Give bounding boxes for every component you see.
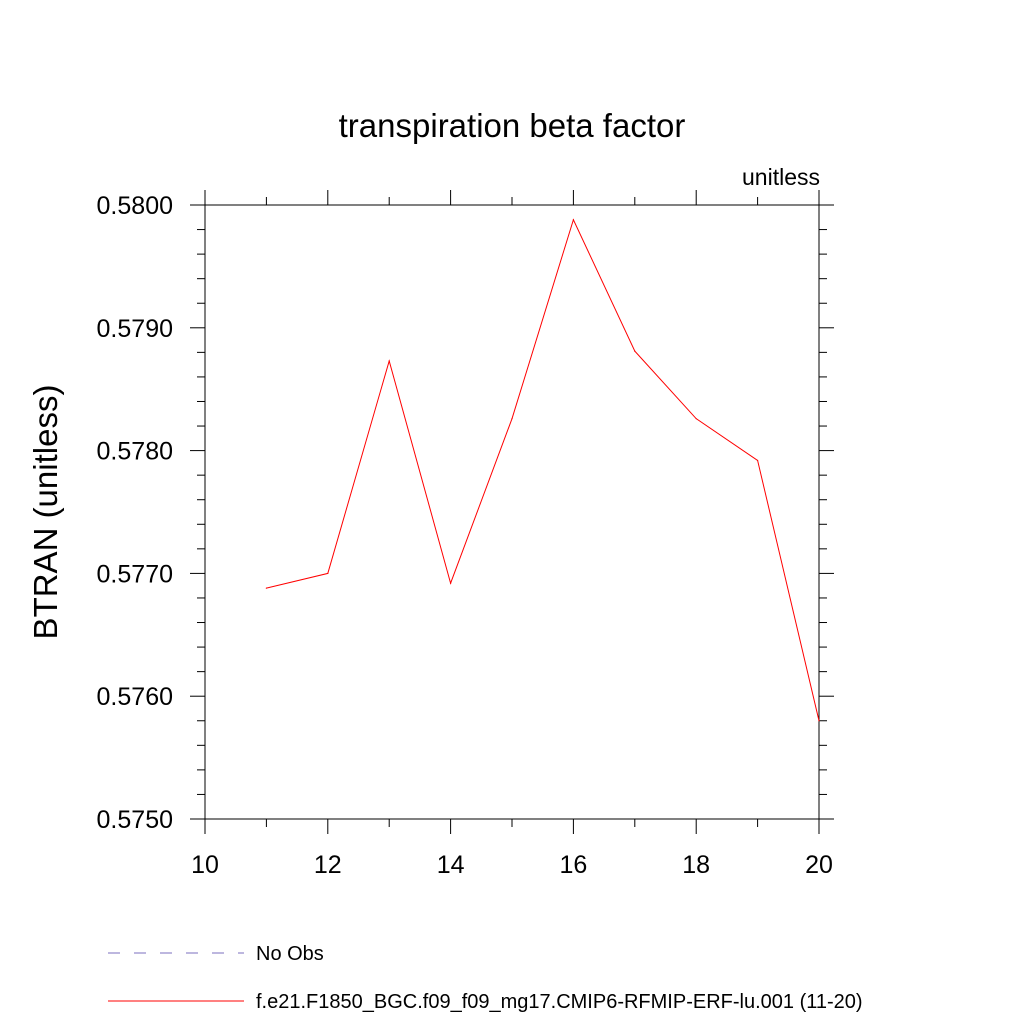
legend: No Obs f.e21.F1850_BGC.f09_f09_mg17.CMIP6… [108,943,863,1013]
legend-label-1: f.e21.F1850_BGC.f09_f09_mg17.CMIP6-RFMIP… [256,991,863,1013]
y-axis-label: BTRAN (unitless) [27,385,64,640]
data-point [572,219,575,221]
units-label: unitless [742,164,820,190]
data-point [388,360,390,362]
x-tick-label: 20 [805,851,833,879]
data-point [327,572,329,575]
y-tick-label: 0.5760 [97,683,173,711]
series-line-1 [266,218,820,721]
legend-label-0: No Obs [256,943,324,965]
plot-frame [204,204,820,820]
y-tick-label: 0.5780 [97,438,173,466]
y-tick-label: 0.5790 [97,315,173,343]
series-layer [265,218,820,722]
data-point [265,587,267,589]
y-tick-label: 0.5770 [97,560,173,588]
x-tick-label: 18 [682,851,710,879]
x-tick-label: 12 [314,851,342,879]
data-point [634,350,636,352]
x-tick-label: 16 [559,851,587,879]
data-point [818,720,820,722]
chart-title: transpiration beta factor [339,107,686,144]
y-tick-label: 0.5800 [97,192,173,220]
x-tick-label: 10 [191,851,219,879]
ticks-layer: 10 12 14 16 18 20 0.5750 0.5760 0.5770 0.5780 0.57… [97,190,834,879]
x-tick-label: 14 [437,851,465,879]
data-point [757,459,759,462]
data-point [695,418,697,420]
data-point [511,418,513,420]
data-point [450,582,452,584]
y-tick-label: 0.5750 [97,806,173,834]
